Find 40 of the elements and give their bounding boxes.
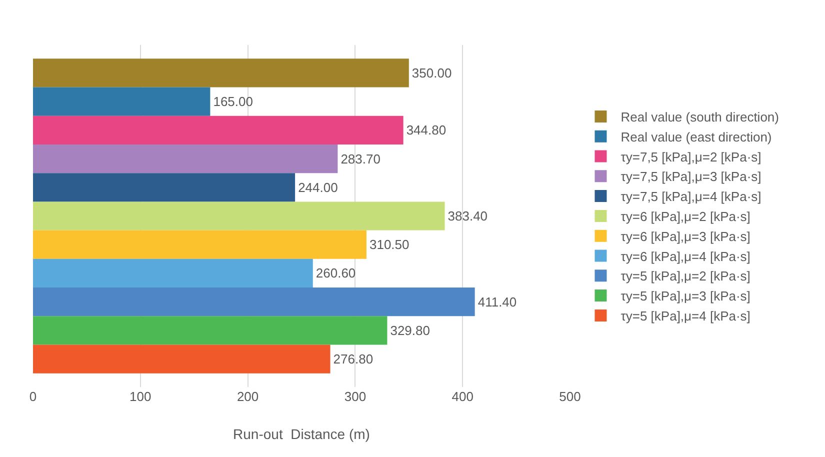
bar — [33, 258, 313, 288]
x-axis-title: Run-out Distance (m) — [233, 426, 370, 442]
legend-label: τy=7,5 [kPa],μ=3 [kPa·s] — [620, 169, 762, 184]
bar — [33, 202, 445, 230]
legend-label: τy=5 [kPa],μ=4 [kPa·s] — [620, 308, 750, 324]
x-tick-label: 200 — [236, 389, 259, 404]
x-tick-label: 100 — [130, 389, 152, 404]
data-label: 244.00 — [298, 180, 338, 195]
bar — [33, 87, 210, 116]
data-label: 276.80 — [333, 352, 374, 367]
bar — [33, 144, 338, 174]
x-tick-label: 500 — [559, 389, 581, 404]
bar — [33, 316, 388, 345]
bar — [33, 288, 475, 316]
bar — [33, 58, 409, 88]
bar — [33, 173, 296, 202]
data-label: 165.00 — [213, 94, 253, 110]
legend-label: τy=7,5 [kPa],μ=2 [kPa·s] — [620, 149, 762, 164]
bar — [33, 230, 366, 259]
data-label: 329.80 — [390, 322, 430, 338]
data-label: 344.80 — [406, 122, 446, 138]
legend-label: Real value (east direction) — [620, 129, 772, 144]
legend-label: τy=7,5 [kPa],μ=4 [kPa·s] — [620, 189, 762, 204]
data-label: 383.40 — [448, 208, 488, 224]
legend-label: τy=5 [kPa],μ=3 [kPa·s] — [620, 288, 750, 304]
bar — [33, 344, 330, 374]
legend-label: τy=5 [kPa],μ=2 [kPa·s] — [620, 268, 750, 284]
data-label: 260.60 — [316, 266, 356, 281]
legend-label: τy=6 [kPa],μ=4 [kPa·s] — [620, 248, 750, 264]
data-label: 283.70 — [340, 151, 380, 166]
x-tick-label: 300 — [344, 389, 366, 404]
x-tick-label: 0 — [29, 389, 37, 404]
data-label: 411.40 — [478, 294, 517, 310]
legend-label: Real value (south direction) — [620, 110, 779, 125]
bar — [33, 116, 404, 144]
data-label: 310.50 — [369, 237, 410, 252]
data-label: 350.00 — [412, 65, 452, 80]
legend-label: τy=6 [kPa],μ=3 [kPa·s] — [620, 228, 750, 244]
x-tick-label: 400 — [452, 389, 474, 404]
legend-label: τy=6 [kPa],μ=2 [kPa·s] — [620, 209, 750, 224]
